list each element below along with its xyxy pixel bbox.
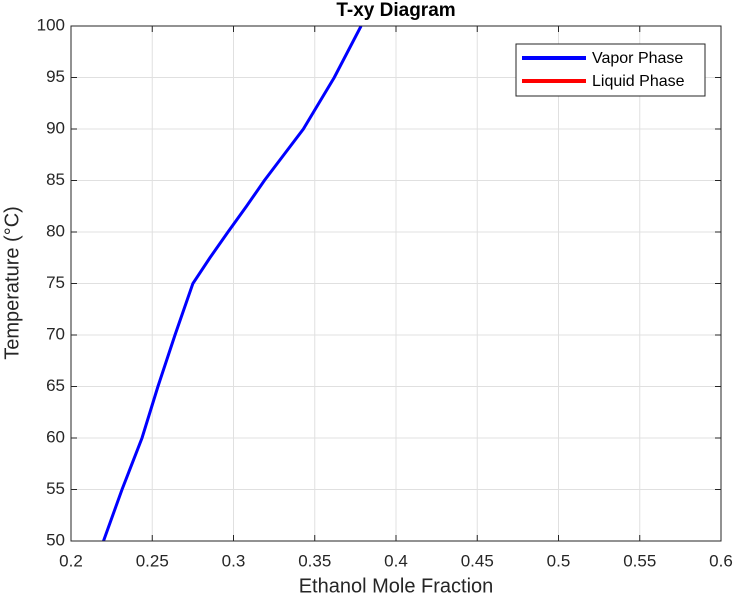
x-tick-label: 0.45: [461, 551, 494, 570]
x-tick-label: 0.25: [136, 551, 169, 570]
y-tick-label: 50: [46, 530, 65, 549]
x-tick-label: 0.4: [384, 551, 408, 570]
chart-title: T-xy Diagram: [336, 0, 455, 21]
x-axis-label: Ethanol Mole Fraction: [299, 575, 494, 597]
y-tick-label: 95: [46, 67, 65, 86]
x-tick-label: 0.3: [222, 551, 246, 570]
y-tick-label: 70: [46, 324, 65, 343]
legend-label: Liquid Phase: [592, 73, 685, 90]
y-tick-label: 80: [46, 221, 65, 240]
x-tick-label: 0.2: [59, 551, 83, 570]
x-tick-label: 0.35: [298, 551, 331, 570]
series-line: [102, 26, 363, 541]
y-tick-label: 100: [37, 15, 65, 34]
x-tick-label: 0.6: [709, 551, 733, 570]
y-tick-label: 65: [46, 376, 65, 395]
axes-box: [70, 25, 722, 542]
legend-label: Vapor Phase: [592, 50, 683, 67]
y-axis-label: Temperature (°C): [1, 206, 23, 360]
x-tick-label: 0.5: [547, 551, 571, 570]
y-tick-label: 60: [46, 427, 65, 446]
y-tick-label: 55: [46, 479, 65, 498]
legend-box: [515, 43, 706, 97]
x-tick-label: 0.55: [623, 551, 656, 570]
y-tick-label: 85: [46, 170, 65, 189]
y-tick-label: 75: [46, 273, 65, 292]
y-tick-label: 90: [46, 118, 65, 137]
